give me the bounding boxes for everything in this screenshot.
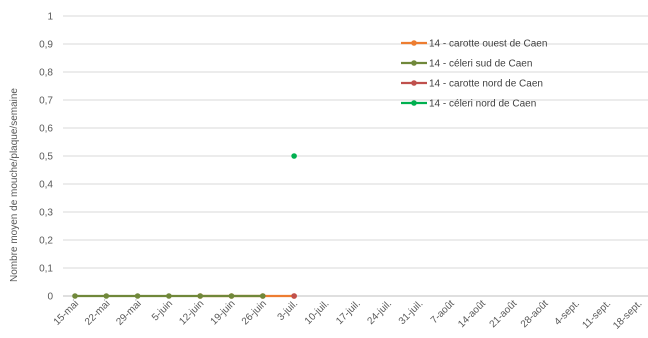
data-point xyxy=(197,293,203,299)
series-group xyxy=(72,153,297,299)
data-point xyxy=(260,293,266,299)
x-tick-label: 12-juin xyxy=(177,298,206,327)
x-tick-labels: 15-mai 22-mai 29-mai 5-juin 12-juin 19-juin 26… xyxy=(52,298,645,331)
x-tick-label: 17-juil. xyxy=(334,298,363,327)
legend-item: 14 - carotte ouest de Caen xyxy=(401,39,547,50)
x-tick-label: 11-sept. xyxy=(580,298,613,331)
y-axis-label: Nombre moyen de mouche/plaque/semaine xyxy=(9,88,20,282)
x-tick-label: 21-août xyxy=(488,298,520,330)
data-point xyxy=(134,293,141,299)
data-point xyxy=(291,293,297,299)
legend-label: 14 - carotte ouest de Caen xyxy=(429,39,547,50)
gridlines xyxy=(63,15,648,297)
x-tick-label: 10-juil. xyxy=(303,298,332,327)
legend-label: 14 - céleri sud de Caen xyxy=(429,59,532,70)
legend: 14 - carotte ouest de Caen 14 - céleri su… xyxy=(401,39,547,110)
y-tick-label: 0,5 xyxy=(39,152,53,163)
x-tick-label: 22-mai xyxy=(83,298,112,327)
y-tick-label: 0,2 xyxy=(39,236,53,247)
y-tick-label: 1 xyxy=(47,12,53,23)
data-point xyxy=(72,293,78,299)
legend-marker xyxy=(411,100,417,106)
y-tick-label: 0,4 xyxy=(39,180,53,191)
x-tick-label: 18-sept. xyxy=(611,298,644,331)
y-tick-label: 0 xyxy=(47,292,53,303)
legend-marker xyxy=(411,80,417,86)
y-tick-label: 0,8 xyxy=(39,68,53,79)
x-tick-label: 15-mai xyxy=(52,298,81,327)
data-point xyxy=(166,293,172,299)
legend-marker xyxy=(411,60,417,66)
x-tick-label: 3-juil. xyxy=(276,298,301,323)
x-tick-label: 19-juin xyxy=(209,298,238,327)
x-tick-label: 31-juil. xyxy=(397,298,426,327)
legend-marker xyxy=(411,40,417,46)
data-point xyxy=(228,293,235,299)
y-tick-label: 0,3 xyxy=(39,208,53,219)
legend-item: 14 - céleri sud de Caen xyxy=(401,59,532,70)
x-tick-label: 5-juin xyxy=(150,298,175,323)
series xyxy=(72,293,266,299)
x-tick-label: 4-sept. xyxy=(553,298,582,327)
series xyxy=(291,293,297,299)
y-tick-label: 0,9 xyxy=(39,40,53,51)
y-tick-label: 0,1 xyxy=(39,264,53,275)
y-tick-label: 0,7 xyxy=(39,96,53,107)
legend-label: 14 - céleri nord de Caen xyxy=(429,99,536,110)
x-tick-label: 24-juil. xyxy=(366,298,395,327)
x-tick-label: 14-août xyxy=(456,298,488,330)
x-tick-label: 26-juin xyxy=(240,298,269,327)
x-tick-label: 29-mai xyxy=(114,298,143,327)
x-tick-label: 7-août xyxy=(429,298,457,326)
legend-item: 14 - céleri nord de Caen xyxy=(401,99,536,110)
data-point xyxy=(291,153,297,159)
y-tick-label: 0,6 xyxy=(39,124,53,135)
legend-item: 14 - carotte nord de Caen xyxy=(401,79,543,90)
series xyxy=(291,153,297,159)
legend-label: 14 - carotte nord de Caen xyxy=(429,79,543,90)
y-tick-labels: 0 0,1 0,2 0,3 0,4 0,5 0,6 0,7 0,8 0,9 1 xyxy=(39,12,53,303)
data-point xyxy=(103,293,110,299)
x-tick-label: 28-août xyxy=(519,298,551,330)
